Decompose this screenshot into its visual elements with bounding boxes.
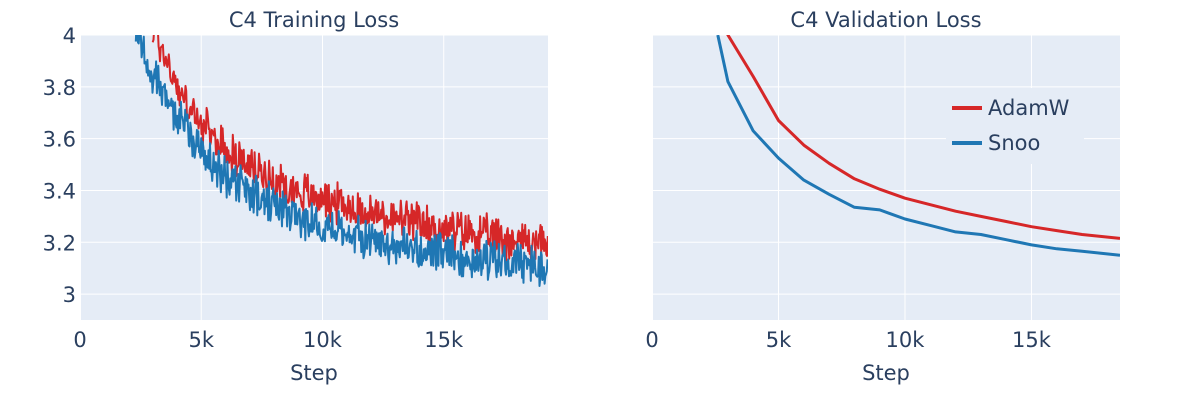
x-tick-label: 10k <box>303 328 343 352</box>
y-tick-label: 3.8 <box>43 76 76 100</box>
legend: AdamW Snoo <box>946 88 1084 164</box>
x-tick-label: 15k <box>424 328 464 352</box>
chart-title: C4 Training Loss <box>229 8 399 32</box>
y-tick-label: 3.4 <box>43 179 76 203</box>
x-tick-label: 0 <box>73 328 86 352</box>
legend-label-adamw: AdamW <box>988 96 1070 120</box>
chart-title: C4 Validation Loss <box>790 8 981 32</box>
x-tick-label: 5k <box>766 328 792 352</box>
series-group <box>134 35 548 287</box>
legend-label-snoo: Snoo <box>988 131 1040 155</box>
x-tick-label: 15k <box>1012 328 1052 352</box>
x-tick-label: 0 <box>645 328 658 352</box>
x-axis-label: Step <box>862 361 910 385</box>
plot-area <box>652 35 1120 320</box>
series-group <box>716 35 1120 257</box>
x-tick-label: 5k <box>188 328 214 352</box>
x-axis-label: Step <box>290 361 338 385</box>
x-tick-label: 10k <box>886 328 926 352</box>
series-line-adamw <box>151 35 548 262</box>
validation-loss-panel: C4 Validation Loss Step 0 5k 10k 15k <box>645 8 1120 385</box>
training-loss-panel: C4 Training Loss Step 0 5k 10k 15k 3 3.2 3.4 3.… <box>43 8 548 385</box>
series-line-snoo <box>716 35 1120 257</box>
y-tick-label: 3.6 <box>43 128 76 152</box>
series-line-adamw <box>726 35 1120 240</box>
y-tick-label: 3 <box>63 283 76 307</box>
legend-background <box>946 88 1084 164</box>
y-tick-label: 3.2 <box>43 231 76 255</box>
series-line-snoo <box>134 35 548 287</box>
y-tick-label: 4 <box>63 24 76 48</box>
